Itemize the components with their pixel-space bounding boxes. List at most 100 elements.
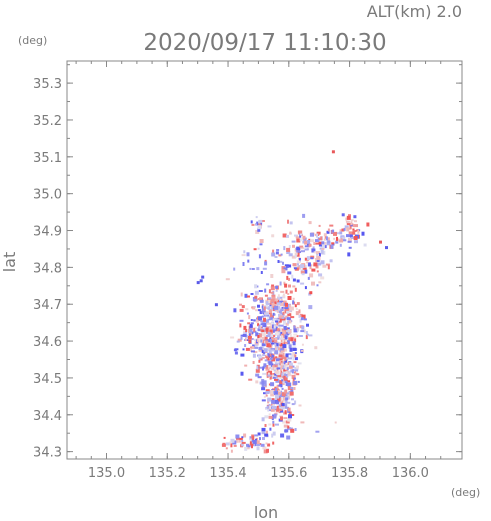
echo-point	[292, 278, 296, 282]
echo-point	[261, 357, 265, 359]
echo-point	[284, 356, 287, 361]
echo-point	[290, 337, 294, 342]
echo-point	[285, 392, 290, 396]
echo-point	[286, 330, 291, 333]
echo-point	[259, 366, 263, 369]
echo-point	[269, 329, 273, 333]
echo-point	[251, 438, 254, 443]
echo-point	[269, 405, 272, 410]
echo-point	[241, 254, 246, 257]
echo-point	[254, 290, 259, 295]
echo-point	[292, 285, 296, 288]
axis-ticks: 135.0 135.2 135.4 135.6 135.8 136.0 34.3 34.4 34…	[33, 61, 462, 481]
echo-point	[269, 325, 273, 330]
echo-point	[277, 299, 279, 304]
echo-point	[253, 319, 256, 322]
echo-point	[258, 325, 261, 329]
echo-point	[262, 267, 267, 270]
echo-point	[267, 322, 271, 325]
echo-point	[270, 274, 274, 278]
echo-point	[270, 286, 275, 291]
echo-point	[262, 372, 267, 375]
echo-point	[244, 446, 248, 451]
echo-point	[275, 251, 279, 255]
echo-point	[284, 400, 287, 405]
echo-point	[284, 338, 287, 341]
echo-point	[284, 307, 289, 310]
echo-point	[284, 283, 288, 288]
echo-point	[321, 241, 325, 246]
echo-point	[289, 304, 292, 308]
echo-point	[256, 440, 260, 445]
echo-point	[294, 234, 298, 237]
echo-point	[270, 305, 273, 310]
echo-point	[250, 322, 254, 325]
echo-point	[285, 265, 289, 268]
echo-point	[327, 237, 330, 241]
echo-point	[279, 324, 284, 327]
echo-point	[285, 353, 289, 358]
echo-point	[297, 362, 302, 365]
echo-point	[352, 231, 356, 235]
echo-point	[300, 247, 305, 250]
echo-point	[253, 248, 257, 251]
echo-point	[284, 379, 288, 384]
y-tick-label: 34.4	[33, 409, 62, 424]
echo-point	[241, 441, 246, 444]
echo-point	[287, 374, 292, 377]
echo-point	[279, 376, 284, 380]
echo-point	[320, 236, 323, 241]
echo-point	[245, 338, 247, 341]
echo-point	[248, 331, 252, 336]
echo-point	[287, 417, 292, 422]
echo-point	[283, 302, 286, 306]
echo-point	[286, 234, 289, 238]
echo-point	[256, 338, 259, 343]
echo-point	[307, 240, 311, 244]
echo-point	[283, 325, 287, 330]
echo-point	[274, 362, 279, 365]
echo-point	[291, 374, 296, 379]
echo-point	[341, 236, 346, 241]
echo-point	[326, 236, 328, 241]
echo-point	[274, 343, 277, 346]
echo-point	[243, 325, 247, 330]
chart-subtitle: ALT(km) 2.0	[367, 2, 462, 21]
echo-point	[282, 261, 284, 265]
echo-point	[294, 357, 298, 361]
echo-point	[279, 315, 284, 318]
echo-point	[300, 421, 305, 424]
echo-point	[260, 271, 263, 274]
echo-point	[290, 387, 294, 389]
echo-point	[264, 323, 267, 328]
echo-point	[286, 275, 289, 280]
echo-point	[253, 298, 258, 302]
echo-point	[348, 231, 353, 235]
echo-point	[251, 346, 255, 350]
echo-point	[263, 338, 267, 342]
echo-point	[280, 298, 283, 301]
echo-point	[296, 246, 301, 251]
echo-point	[282, 233, 287, 238]
echo-point	[294, 428, 297, 431]
echo-point	[258, 333, 262, 338]
echo-point	[266, 405, 269, 409]
echo-point	[263, 395, 266, 398]
echo-point	[298, 230, 303, 235]
echo-point	[287, 293, 290, 295]
echo-point	[285, 289, 288, 294]
echo-point	[300, 270, 305, 274]
echo-point	[292, 377, 295, 382]
echo-point	[348, 246, 352, 249]
echo-point	[272, 441, 275, 445]
y-tick-label: 34.8	[33, 261, 62, 276]
echo-point	[293, 380, 298, 385]
echo-point	[285, 420, 290, 424]
echo-point	[295, 236, 300, 239]
echo-point	[271, 337, 274, 341]
echo-point	[320, 244, 325, 249]
echo-point	[339, 243, 342, 247]
echo-point	[295, 369, 299, 372]
echo-point	[270, 322, 274, 327]
echo-point	[264, 340, 267, 344]
